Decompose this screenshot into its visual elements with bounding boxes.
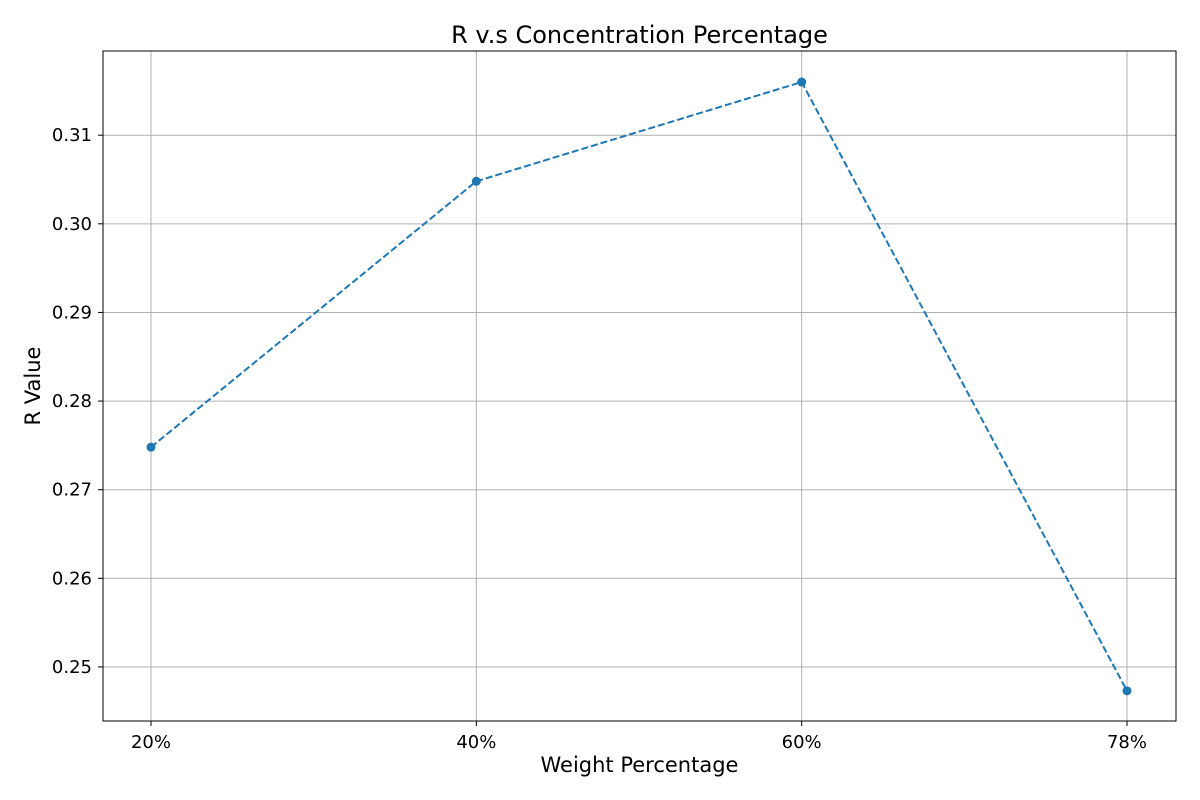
x-tick-label: 20% <box>131 732 171 753</box>
y-tick-label: 0.27 <box>52 480 92 501</box>
series-line <box>150 80 1128 692</box>
data-point <box>1122 686 1132 696</box>
plot-frame <box>102 50 1177 722</box>
y-axis-title: R Value <box>21 347 45 426</box>
series-layer <box>150 80 1128 692</box>
data-point <box>471 176 481 186</box>
tick-layer: 20% 40% 60% 78% 0.25 0.26 0.27 0.28 0.29 0.30 0.31 <box>52 125 1147 753</box>
data-point <box>146 442 156 452</box>
y-tick-label: 0.28 <box>52 391 92 412</box>
y-tick-label: 0.29 <box>52 302 92 323</box>
y-tick-label: 0.26 <box>52 568 92 589</box>
x-tick-label: 60% <box>782 732 822 753</box>
x-tick-label: 40% <box>456 732 496 753</box>
y-tick-label: 0.30 <box>52 214 92 235</box>
data-point <box>797 77 807 87</box>
y-tick-label: 0.31 <box>52 125 92 146</box>
x-tick-label: 78% <box>1107 732 1147 753</box>
grid-layer <box>103 51 1176 721</box>
x-axis-title: Weight Percentage <box>541 753 739 777</box>
chart-title: R v.s Concentration Percentage <box>451 21 828 49</box>
marker-layer <box>146 77 1132 696</box>
y-tick-label: 0.25 <box>52 657 92 678</box>
